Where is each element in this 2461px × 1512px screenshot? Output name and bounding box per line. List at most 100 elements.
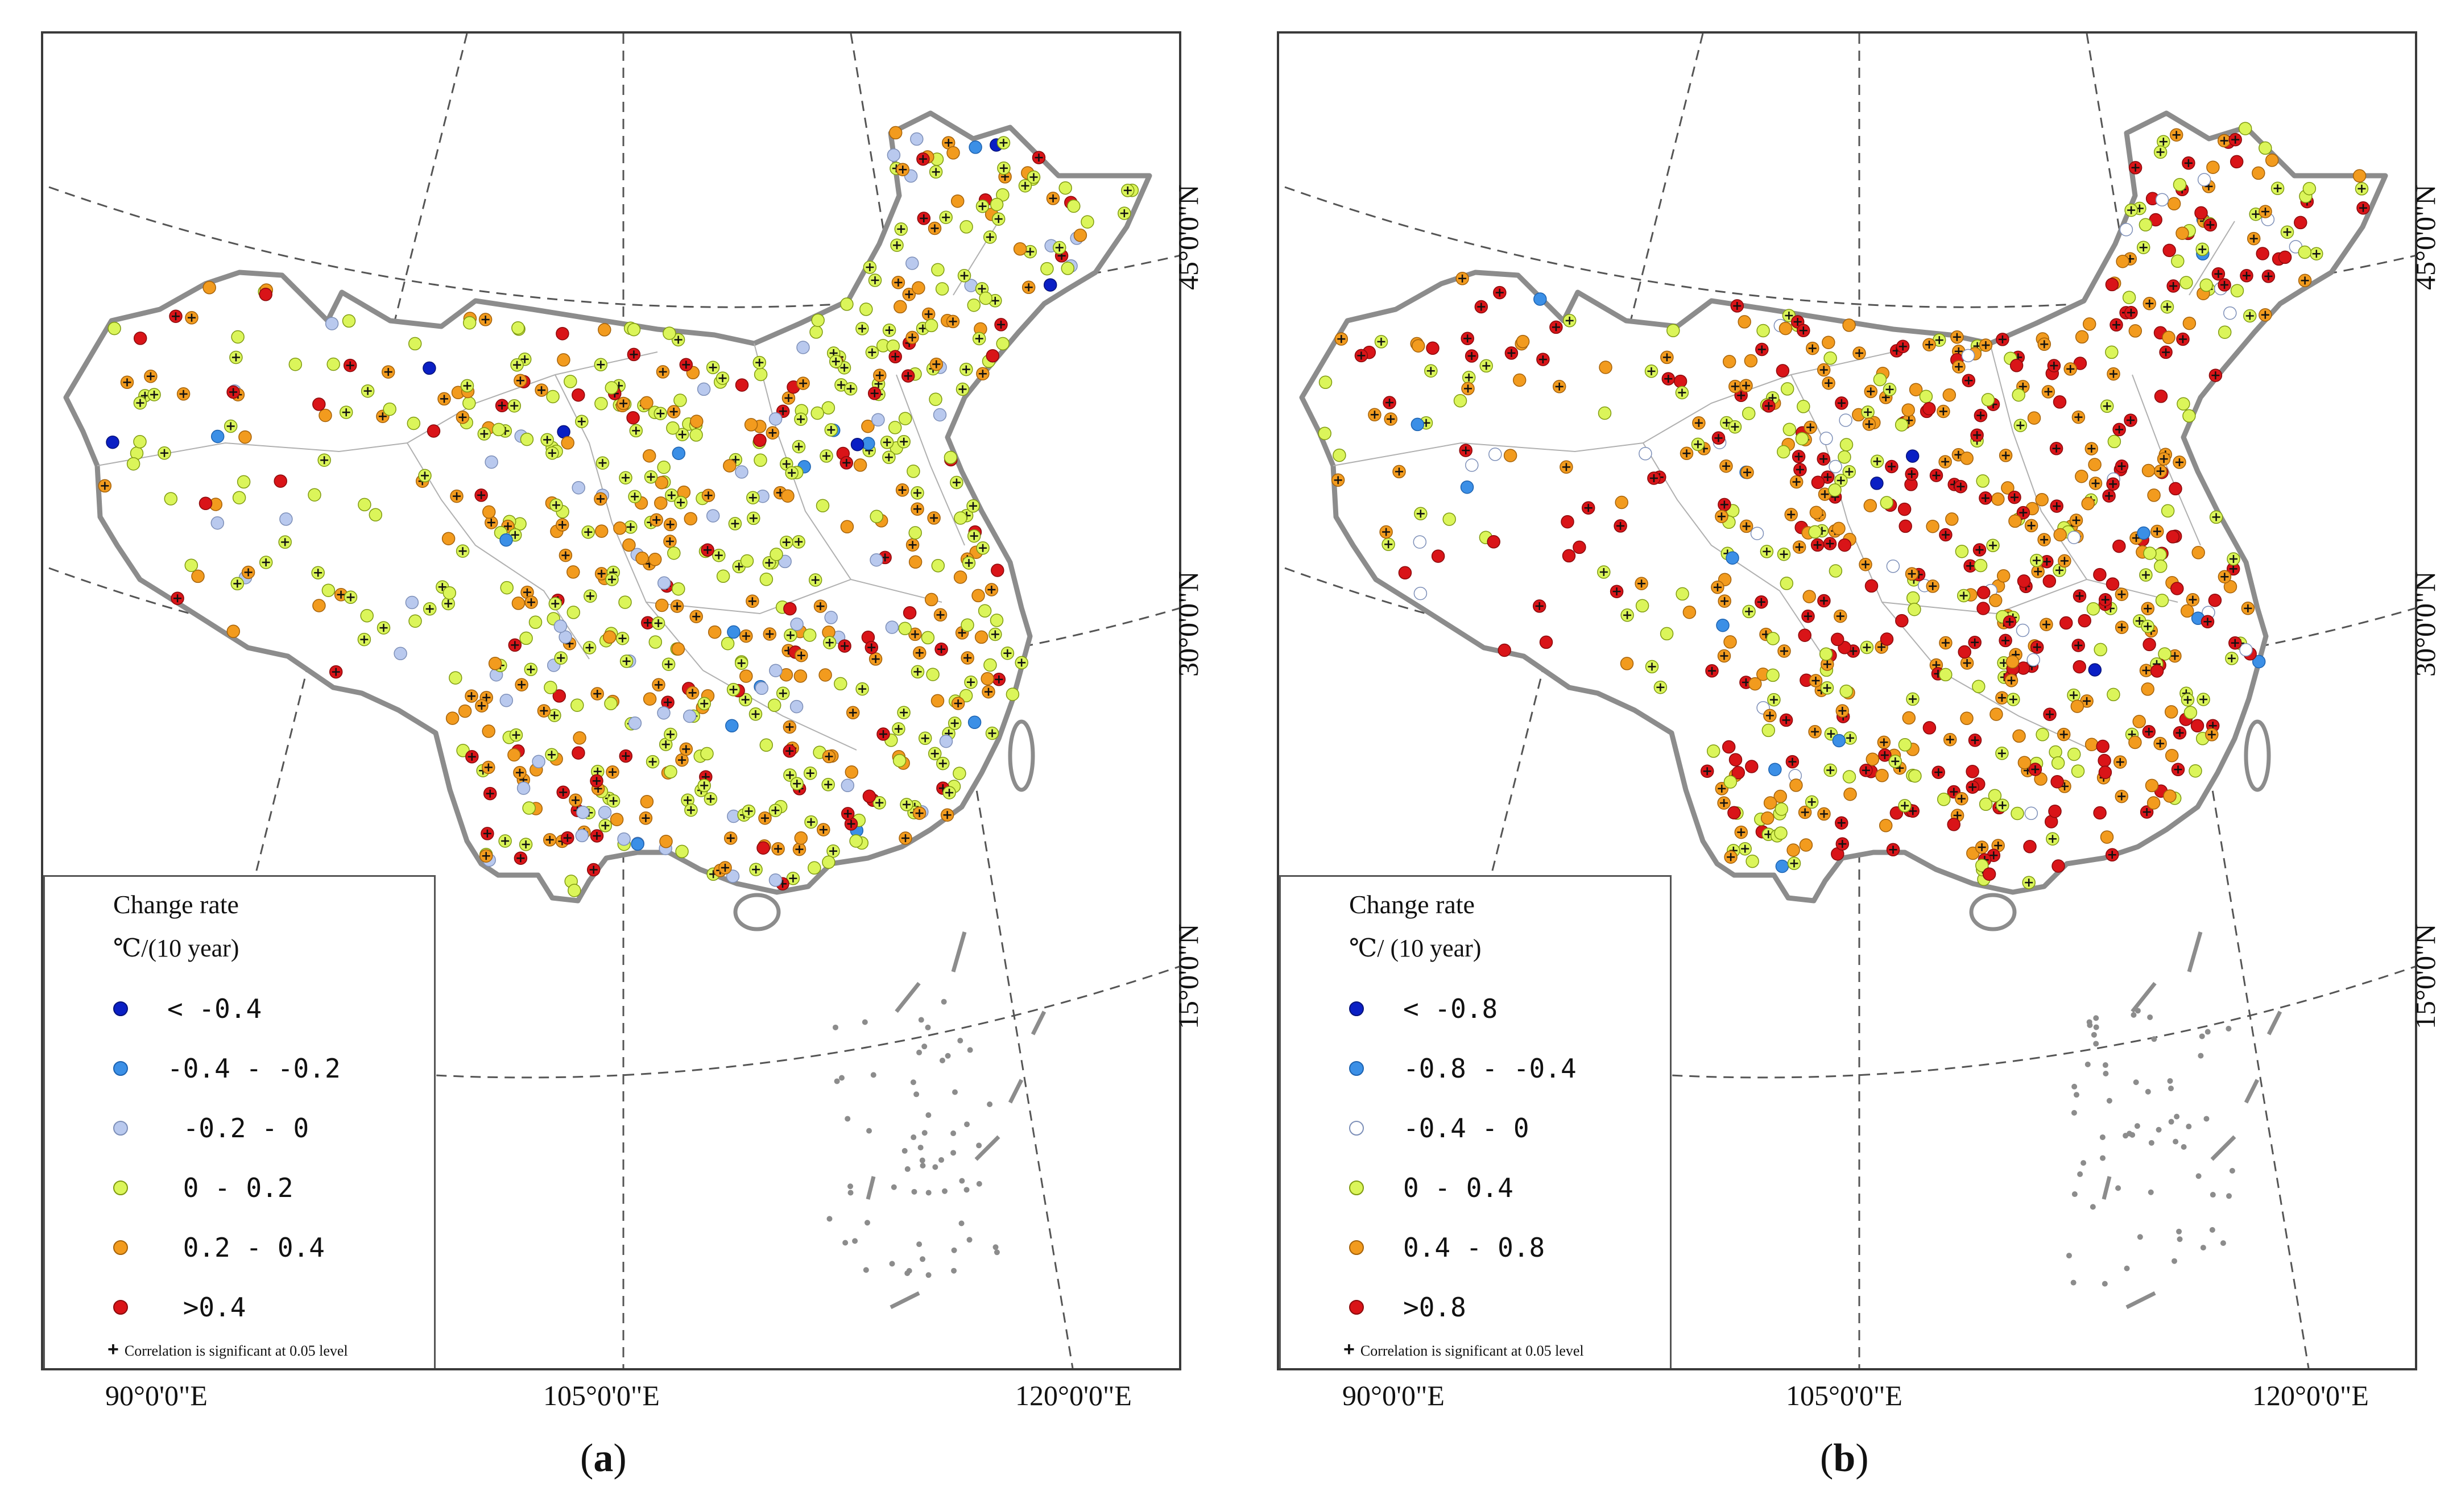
significance-marker: [2016, 421, 2025, 430]
significance-marker: [563, 834, 572, 842]
island-dot: [925, 1024, 931, 1030]
significance-marker: [1769, 695, 1778, 704]
station-point: [1782, 422, 1797, 436]
station-point: [978, 604, 992, 618]
province-line: [1881, 578, 2178, 615]
significance-marker: [1662, 353, 1671, 362]
significance-marker: [1720, 799, 1728, 807]
island-dot: [2203, 1116, 2210, 1122]
significance-marker: [1939, 407, 1947, 416]
significance-marker: [785, 771, 794, 780]
station-point: [2169, 482, 2182, 496]
significance-marker: [518, 681, 526, 689]
significance-marker: [958, 628, 966, 637]
station-point: [1811, 475, 1825, 490]
significance-marker: [503, 522, 512, 531]
significance-marker: [1742, 382, 1751, 390]
station-point: [2053, 395, 2067, 409]
significance-marker: [2112, 321, 2121, 329]
significance-marker: [1357, 351, 1366, 360]
significance-marker: [1785, 312, 1793, 320]
dash-line-segment: [951, 931, 967, 972]
lon-label-105e: 105°0'0"E: [1786, 1380, 1902, 1411]
significance-marker: [749, 514, 758, 523]
significance-marker: [700, 781, 709, 790]
significance-marker: [622, 657, 631, 665]
island-dot: [952, 1089, 958, 1095]
station-point: [1996, 569, 2011, 583]
station-point: [198, 496, 213, 511]
legend-dot-icon: [1349, 1121, 1364, 1136]
province-line: [407, 442, 590, 660]
significance-marker: [965, 558, 973, 567]
station-point: [575, 829, 589, 843]
station-point: [2259, 141, 2272, 155]
station-point: [1738, 315, 1751, 329]
station-point: [2164, 705, 2178, 719]
significance-marker: [2203, 618, 2212, 626]
legend-label: >0.8: [1403, 1292, 1466, 1323]
significance-marker: [682, 745, 690, 753]
significance-marker: [807, 818, 815, 826]
station-point: [1830, 632, 1844, 647]
significance-marker: [978, 202, 987, 210]
significance-marker: [1538, 355, 1547, 364]
station-point: [1620, 657, 1634, 670]
lon-label-90e: 90°0'0"E: [1342, 1380, 1445, 1411]
station-point: [519, 631, 533, 645]
station-point: [2128, 735, 2142, 749]
station-point: [2189, 764, 2202, 778]
station-point: [2017, 756, 2032, 769]
province-line: [1990, 343, 2087, 580]
station-point: [522, 801, 536, 815]
significance-marker: [384, 368, 392, 376]
significance-marker: [2087, 445, 2096, 453]
station-point: [482, 724, 495, 738]
station-point: [259, 288, 272, 301]
significance-marker: [557, 654, 565, 662]
significance-marker: [1029, 173, 1038, 181]
significance-marker: [676, 498, 685, 507]
significance-marker: [2007, 676, 2016, 685]
station-point: [1562, 549, 1576, 563]
significance-marker: [1823, 683, 1831, 692]
significance-marker: [1865, 420, 1873, 428]
station-point: [618, 595, 632, 609]
station-point: [408, 337, 422, 351]
significance-marker: [1978, 843, 1986, 851]
significance-marker: [171, 312, 180, 321]
significance-marker: [1954, 450, 1963, 459]
station-point: [1318, 426, 1331, 440]
island-dot: [834, 1078, 840, 1084]
station-point: [735, 465, 748, 479]
significance-marker: [944, 139, 953, 147]
station-point: [861, 419, 875, 433]
province-line: [646, 578, 942, 615]
island-dot: [911, 1134, 917, 1141]
significance-marker: [900, 709, 908, 717]
significance-marker: [1599, 568, 1608, 576]
significance-marker: [1741, 844, 1749, 853]
significance-marker: [748, 494, 757, 502]
station-point: [2012, 388, 2025, 402]
station-point: [1908, 602, 1921, 616]
station-point: [1905, 449, 1920, 463]
station-point: [2147, 488, 2161, 502]
station-point: [892, 753, 907, 768]
significance-marker: [930, 224, 939, 233]
significance-marker: [782, 538, 791, 546]
station-point: [657, 706, 671, 720]
significance-marker: [721, 864, 729, 872]
significance-marker: [2144, 604, 2152, 613]
island-dot: [2071, 1191, 2078, 1198]
significance-marker: [1565, 316, 1574, 325]
island-dot: [2229, 1167, 2235, 1174]
legend-dot-icon: [113, 1300, 128, 1315]
significance-marker: [919, 155, 927, 163]
station-point: [232, 491, 246, 504]
significance-marker: [487, 519, 495, 527]
station-point: [2190, 719, 2204, 733]
station-point: [648, 635, 663, 649]
stations: [98, 126, 1139, 897]
station-point: [2183, 706, 2198, 719]
